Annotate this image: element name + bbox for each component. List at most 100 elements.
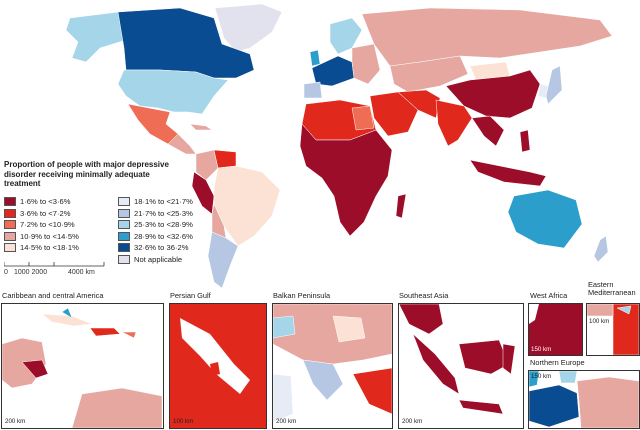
legend-label: 21·7% to <25·3% [134, 208, 193, 218]
region-sub-saharan-africa [299, 123, 393, 237]
world-map [65, 3, 613, 289]
inset-scale-west-africa: 150 km [531, 346, 552, 353]
inset-scale-southeast-asia: 200 km [402, 418, 423, 425]
region-argentina [207, 231, 239, 289]
legend-title-line-3: treatment [4, 179, 41, 188]
legend-swatch [4, 197, 16, 207]
scale-label-4000: 4000 km [68, 269, 95, 276]
scale-bar-graphic [4, 262, 105, 267]
legend-item: 21·7% to <25·3% [118, 208, 228, 220]
legend-swatch [4, 243, 16, 253]
inset-title-balkan: Balkan Peninsula [273, 291, 331, 300]
inset-title-persian-gulf: Persian Gulf [170, 291, 211, 300]
legend-swatch [118, 220, 130, 230]
inset-scale-persian-gulf: 100 km [173, 418, 194, 425]
inset-balkan: 200 km [272, 303, 393, 429]
region-central-america [167, 133, 197, 155]
legend-title: Proportion of people with major depressi… [4, 160, 254, 189]
legend-label: 1·6% to <3·6% [20, 197, 71, 207]
inset-title-caribbean: Caribbean and central America [2, 291, 104, 300]
legend-item: 25·3% to <28·9% [118, 219, 228, 231]
legend-label: Not applicable [134, 254, 183, 264]
region-se-asia [471, 115, 505, 147]
inset-southeast-asia-map [399, 304, 516, 415]
inset-scale-northern-europe: 150 km [531, 373, 552, 380]
region-greenland [214, 3, 283, 53]
legend-swatch [4, 208, 16, 218]
inset-scale-eastern-med: 100 km [589, 318, 610, 325]
legend-swatch [118, 243, 130, 253]
inset-eastern-med: 100 km [586, 303, 640, 356]
legend-label: 14·5% to <18·1% [20, 243, 79, 253]
legend-label: 7·2% to <10·9% [20, 220, 75, 230]
inset-persian-gulf: 100 km [169, 303, 267, 429]
region-bolivia [211, 203, 227, 239]
legend-item: 28·9% to <32·6% [118, 231, 228, 243]
legend-item: 7·2% to <10·9% [4, 219, 114, 231]
region-australia [507, 189, 583, 249]
legend-item: 18·1% to <21·7% [118, 196, 228, 208]
inset-persian-gulf-map [170, 304, 266, 428]
inset-caribbean-map [2, 307, 163, 428]
region-iberia [303, 81, 323, 99]
region-philippines [519, 129, 531, 153]
region-cuba [189, 123, 213, 131]
region-alaska [65, 11, 127, 63]
legend-swatch [118, 208, 130, 218]
inset-west-africa-map [529, 304, 582, 355]
region-new-zealand [593, 235, 609, 263]
inset-balkan-map [273, 304, 392, 423]
legend-column-left: 1·6% to <3·6% 3·6% to <7·2% 7·2% to <10·… [4, 196, 114, 254]
region-usa [117, 69, 229, 115]
region-eastern-europe [351, 43, 381, 85]
scale-label-0: 0 [4, 269, 8, 276]
legend-item: 10·9% to <14·5% [4, 231, 114, 243]
legend-title-line-1: Proportion of people with major depressi… [4, 160, 169, 169]
legend-swatch [118, 254, 130, 264]
region-indonesia [469, 159, 547, 187]
legend-column-right: 18·1% to <21·7% 21·7% to <25·3% 25·3% to… [118, 196, 228, 265]
region-india [435, 99, 473, 147]
legend-label: 10·9% to <14·5% [20, 231, 79, 241]
inset-title-northern-europe: Northern Europe [530, 358, 585, 367]
inset-title-eastern-med-line-2: Mediterranean [588, 288, 636, 297]
inset-title-west-africa: West Africa [530, 291, 568, 300]
region-japan [545, 65, 563, 105]
legend-label: 18·1% to <21·7% [134, 197, 193, 207]
scale-bar: 0 1000 2000 4000 km [4, 258, 114, 278]
inset-west-africa: 150 km [528, 303, 583, 356]
region-madagascar [395, 193, 407, 219]
inset-northern-europe: 150 km [528, 370, 640, 429]
region-china [445, 69, 541, 119]
region-korea [537, 83, 549, 99]
region-uk [309, 49, 321, 67]
legend-item: 14·5% to <18·1% [4, 242, 114, 254]
legend-swatch [4, 231, 16, 241]
legend-swatch [118, 197, 130, 207]
inset-scale-caribbean: 200 km [5, 418, 26, 425]
inset-scale-balkan: 200 km [276, 418, 297, 425]
legend-item: 3·6% to <7·2% [4, 208, 114, 220]
legend-item: Not applicable [118, 254, 228, 266]
legend-label: 3·6% to <7·2% [20, 208, 71, 218]
legend-item: 32·6% to 36·2% [118, 242, 228, 254]
region-russia [361, 7, 613, 67]
region-brazil [213, 165, 281, 247]
inset-title-eastern-med-line-1: Eastern [588, 280, 614, 289]
inset-eastern-med-map [587, 304, 639, 355]
legend-swatch [118, 231, 130, 241]
legend-item: 1·6% to <3·6% [4, 196, 114, 208]
legend-label: 28·9% to <32·6% [134, 231, 193, 241]
inset-title-southeast-asia: Southeast Asia [399, 291, 449, 300]
inset-northern-europe-map [529, 371, 639, 428]
legend-title-line-2: disorder receiving minimally adequate [4, 169, 150, 179]
region-egypt [351, 105, 375, 131]
inset-title-eastern-med: Eastern Mediterranean [588, 281, 636, 297]
legend-swatch [4, 220, 16, 230]
inset-caribbean: 200 km [1, 303, 164, 429]
legend-label: 32·6% to 36·2% [134, 243, 189, 253]
legend-label: 25·3% to <28·9% [134, 220, 193, 230]
inset-southeast-asia: 200 km [398, 303, 524, 429]
scale-label-1000-2000: 1000 2000 [14, 269, 48, 276]
region-central-asia [389, 55, 469, 93]
